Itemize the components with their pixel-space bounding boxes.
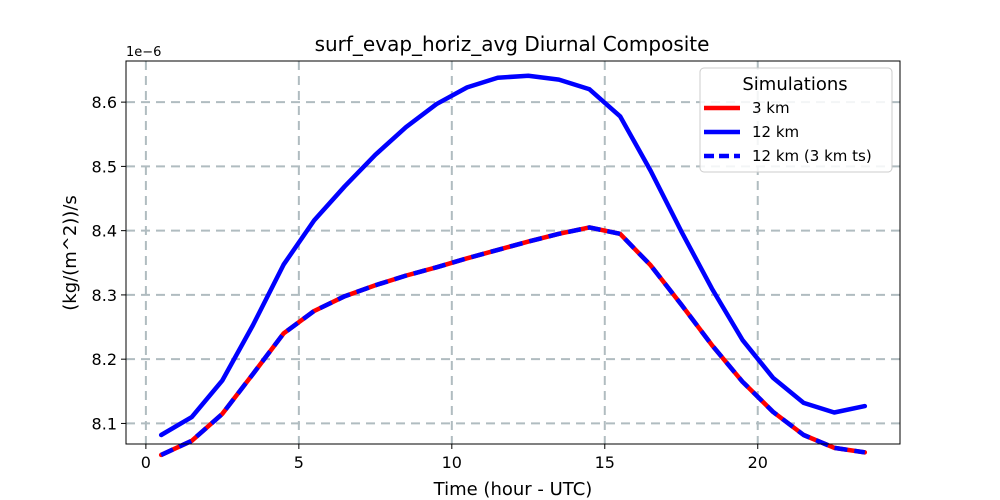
legend-entry-12km: 12 km xyxy=(752,123,799,141)
x-tick-label: 10 xyxy=(442,453,462,472)
series-line-12km xyxy=(158,73,868,438)
y-tick-label: 8.2 xyxy=(92,350,117,369)
series-line-12km-3km-ts xyxy=(160,225,866,457)
x-tick-label: 5 xyxy=(294,453,304,472)
y-tick-label: 8.1 xyxy=(92,414,117,433)
axis-ticks: 0 5 10 15 20 8.1 8.2 8.3 8.4 8.5 8.6 xyxy=(92,93,768,472)
legend-title: Simulations xyxy=(742,74,847,95)
legend-entries: 3 km 12 km 12 km (3 km ts) xyxy=(704,99,872,165)
y-axis-label: (kg/(m^2))/s xyxy=(60,195,81,311)
series-lines xyxy=(158,73,868,458)
y-axis-offset-label: 1e−6 xyxy=(126,45,161,60)
y-tick-label: 8.3 xyxy=(92,286,117,305)
y-tick-label: 8.6 xyxy=(92,93,117,112)
x-tick-label: 0 xyxy=(141,453,151,472)
y-tick-label: 8.4 xyxy=(92,222,117,241)
x-tick-label: 15 xyxy=(595,453,615,472)
x-tick-label: 20 xyxy=(748,453,768,472)
plot-area-frame xyxy=(125,60,901,445)
x-axis-label: Time (hour - UTC) xyxy=(433,479,593,500)
legend-box xyxy=(699,67,893,173)
legend-entry-3km: 3 km xyxy=(752,99,790,117)
legend: Simulations 3 km 12 km 12 km (3 km ts) xyxy=(699,67,893,173)
chart-title: surf_evap_horiz_avg Diurnal Composite xyxy=(315,32,710,56)
legend-entry-12km-3km-ts: 12 km (3 km ts) xyxy=(752,147,872,165)
y-tick-label: 8.5 xyxy=(92,157,117,176)
